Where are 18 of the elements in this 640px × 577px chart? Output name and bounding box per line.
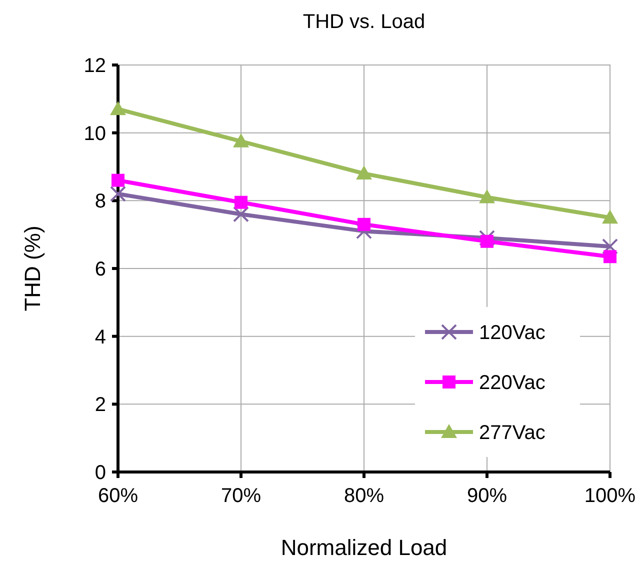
legend-label: 120Vac xyxy=(479,322,546,344)
x-tick-label: 90% xyxy=(466,485,508,507)
x-tick-label: 70% xyxy=(220,485,262,507)
y-tick-label: 0 xyxy=(94,462,106,484)
y-tick-label: 12 xyxy=(84,55,106,77)
x-tick-label: 80% xyxy=(344,485,384,507)
y-tick-label: 8 xyxy=(94,190,106,213)
chart-title: THD vs. Load xyxy=(302,11,426,33)
x-tick-label: 60% xyxy=(98,485,138,507)
y-tick-label: 10 xyxy=(84,122,106,145)
legend-label: 277Vac xyxy=(479,422,546,444)
x-tick-label: 100% xyxy=(584,485,636,507)
y-tick-label: 4 xyxy=(94,326,106,348)
y-tick-label: 2 xyxy=(94,394,106,416)
y-axis-title: THD (%) xyxy=(20,226,45,312)
y-tick-label: 6 xyxy=(94,258,106,280)
x-axis-title: Normalized Load xyxy=(280,535,448,560)
legend-label: 220Vac xyxy=(479,372,546,394)
